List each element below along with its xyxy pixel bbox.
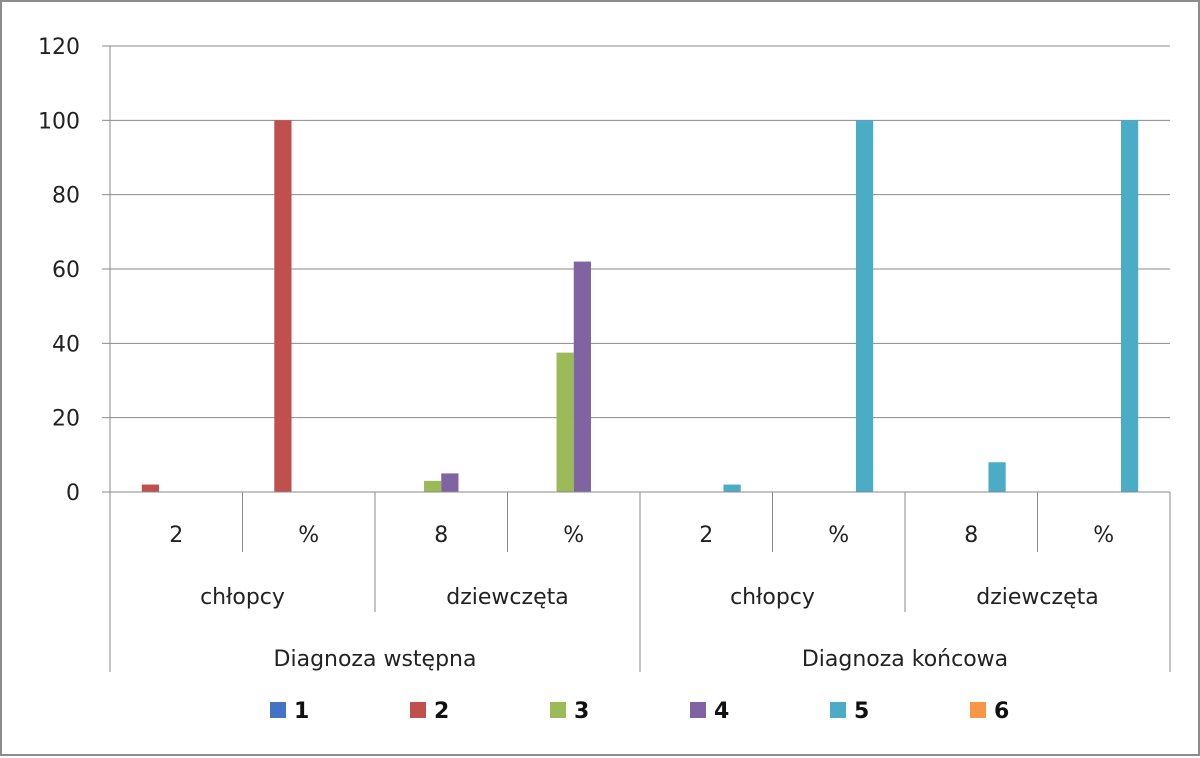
bar-series-5-cat-5 [855,120,874,492]
gridlines [110,45,1170,419]
x-category-label: 2 [699,523,713,548]
legend-swatch [550,702,566,718]
x-group-label: chłopcy [200,585,285,610]
axes [102,45,1171,672]
legend-swatch [970,702,986,718]
x-category-label: 8 [434,523,448,548]
bar-series-5-cat-7 [1120,120,1139,492]
bar-series-5-cat-6 [988,462,1006,492]
x-group-label: dziewczęta [446,585,568,610]
legend-swatch [830,702,846,718]
bar-series-4-cat-3 [573,261,591,492]
y-tick-label: 100 [38,109,80,134]
y-tick-label: 40 [52,332,80,357]
legend-label: 1 [294,699,309,724]
legend-swatch [270,702,286,718]
legend-label: 2 [434,699,449,724]
legend-label: 5 [854,699,869,724]
legend-label: 3 [574,699,589,724]
x-group-label: chłopcy [730,585,815,610]
x-category-labels: 2% 8% 2% 8 % chłopcy dziewczęta chłopcy dziewczę… [169,523,1114,672]
y-tick-labels: 0 20 40 60 80 100 120 [38,35,80,506]
bar-series-2-cat-0 [141,484,160,492]
y-tick-label: 60 [52,258,80,283]
x-supergroup-label: Diagnoza wstępna [274,647,477,672]
bar-series-4-cat-2 [441,473,459,492]
x-category-label: % [828,523,849,548]
legend-label: 4 [714,699,729,724]
legend-swatch [690,702,706,718]
y-tick-label: 120 [38,35,80,60]
x-category-label: % [563,523,584,548]
bar-series-3-cat-3 [556,352,574,492]
x-category-label: % [298,523,319,548]
bar-series-5-cat-4 [723,484,741,492]
y-tick-label: 80 [52,184,80,209]
x-category-label: % [1093,523,1114,548]
bar-series-2-cat-1 [274,120,292,492]
y-tick-label: 20 [52,407,80,432]
bar-series-3-cat-2 [424,480,442,492]
y-tick-label: 0 [66,481,80,506]
x-category-label: 2 [169,523,183,548]
bars [141,120,1139,492]
legend-swatch [410,702,426,718]
x-category-label: 8 [964,523,978,548]
x-group-label: dziewczęta [976,585,1098,610]
x-supergroup-label: Diagnoza końcowa [802,647,1008,672]
legend: 1 2 3 4 5 6 [270,699,1009,724]
legend-label: 6 [994,699,1009,724]
